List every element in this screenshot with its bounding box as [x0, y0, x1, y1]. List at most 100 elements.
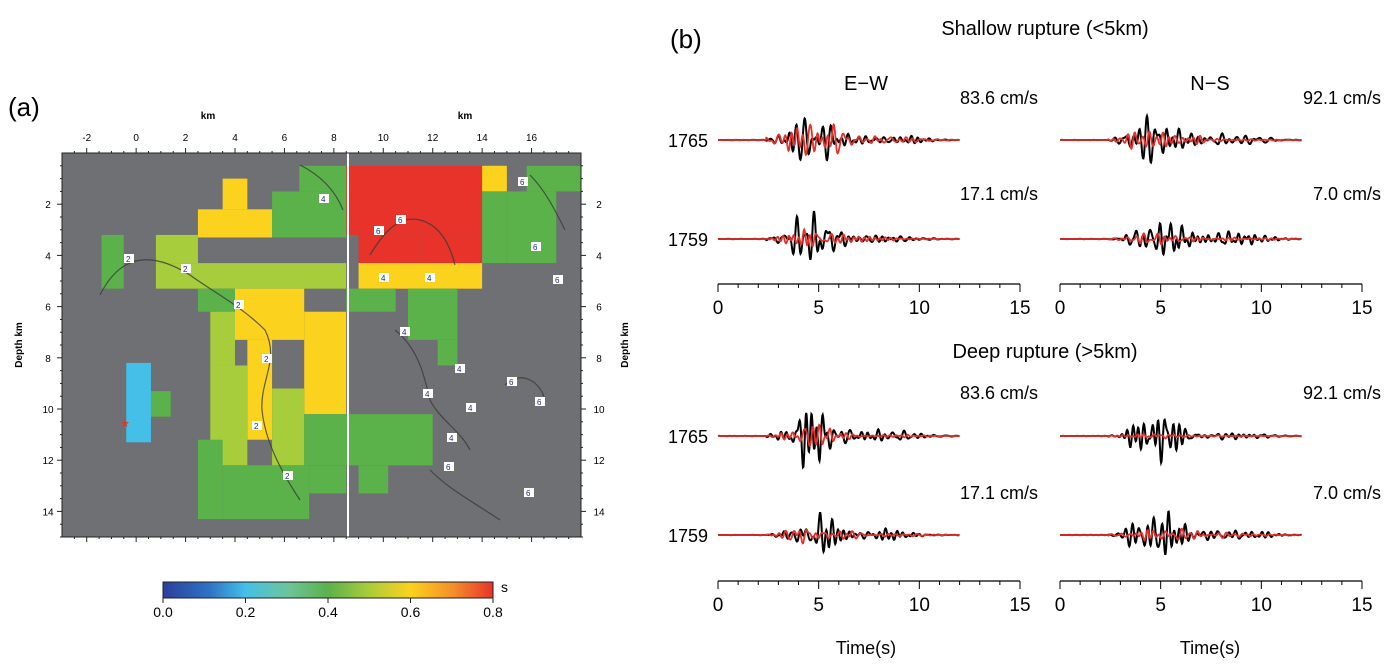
- svg-text:2: 2: [285, 472, 290, 481]
- y-tick-label-right: 10: [593, 405, 605, 416]
- colorbar-ticks: 0.0 0.2 0.4 0.6 0.8: [153, 598, 503, 620]
- svg-text:2: 2: [236, 301, 241, 310]
- waveforms: [717, 112, 1302, 555]
- synthetic-trace: [1060, 232, 1302, 246]
- y-axis-label-right: Depth km: [620, 322, 631, 368]
- heatmap-cell: [197, 288, 235, 312]
- heatmap-cell: [222, 178, 248, 210]
- heatmap-cell: [346, 288, 396, 312]
- svg-text:4: 4: [321, 195, 326, 204]
- heatmap-cell: [420, 234, 483, 264]
- station-1759-deep: 1759: [668, 526, 708, 546]
- y-tick-label-left: 2: [45, 200, 51, 211]
- y-tick-label-left: 8: [45, 354, 51, 365]
- x-tick-label: 2: [183, 133, 189, 144]
- x-tick-label: 6: [282, 133, 288, 144]
- heatmap-cell: [346, 414, 433, 466]
- colorbar-tick-label: 0.0: [153, 604, 173, 620]
- heatmap-cell: [197, 209, 273, 238]
- heatmap-cell: [235, 288, 305, 340]
- heatmap-cell: [358, 263, 483, 289]
- svg-text:2: 2: [126, 255, 131, 264]
- heatmap-cell: [272, 388, 305, 466]
- time-tick-label: 0: [1055, 595, 1066, 616]
- y-tick-label-left: 12: [42, 456, 54, 467]
- svg-text:4: 4: [381, 274, 386, 283]
- time-axes: 0 5 10 15 0 5 10 15 0 5 10 15 0 5 10 15: [713, 283, 1373, 616]
- heatmap-cell: [408, 288, 458, 340]
- svg-text:4: 4: [402, 328, 407, 337]
- column-ew: E−W: [844, 73, 888, 95]
- panel-a-ticks: -2 0 2 4 6 8 10 12 14 16 2 2 4 4 6 6 8 8 10 10 12 12 14 14: [42, 133, 605, 542]
- synthetic-trace: [718, 423, 960, 448]
- heatmap-cell: [126, 362, 151, 443]
- synthetic-trace: [1060, 527, 1302, 542]
- heatmap-cell: [272, 191, 347, 238]
- svg-text:6: 6: [533, 243, 538, 252]
- svg-text:2: 2: [254, 422, 259, 431]
- x-tick-label: 8: [331, 133, 337, 144]
- y-tick-label-left: 6: [45, 303, 51, 314]
- colorbar-tick-label: 0.2: [236, 604, 256, 620]
- heatmap-cell: [304, 414, 347, 466]
- shallow-title: Shallow rupture (<5km): [941, 18, 1148, 40]
- svg-text:6: 6: [446, 463, 451, 472]
- time-tick-label: 0: [713, 298, 724, 319]
- heatmap-cells: [101, 165, 581, 520]
- heatmap-cell: [197, 493, 223, 520]
- y-tick-label-right: 14: [593, 507, 605, 518]
- time-tick-label: 5: [813, 298, 824, 319]
- heatmap-cell: [358, 465, 389, 494]
- contour-lines: [99, 164, 566, 521]
- colorbar-unit: s: [501, 579, 508, 595]
- y-tick-label-right: 6: [596, 303, 602, 314]
- time-tick-label: 10: [1251, 595, 1272, 616]
- colorbar-tick-label: 0.8: [483, 604, 503, 620]
- heatmap-cell: [309, 465, 347, 494]
- deep-title: Deep rupture (>5km): [952, 341, 1137, 363]
- time-tick-label: 5: [1155, 298, 1166, 319]
- y-tick-label-left: 4: [45, 251, 51, 262]
- heatmap-cell: [101, 234, 124, 289]
- time-label-ns: Time(s): [1180, 638, 1240, 658]
- synthetic-trace: [718, 227, 960, 248]
- observed-trace: [717, 210, 960, 260]
- colorbar-tick-label: 0.4: [318, 604, 338, 620]
- heatmap-cell: [321, 165, 347, 192]
- heatmap-cell: [197, 439, 223, 494]
- y-tick-label-right: 4: [596, 251, 602, 262]
- observed-trace: [1060, 417, 1302, 467]
- svg-text:2: 2: [264, 355, 269, 364]
- svg-text:4: 4: [427, 274, 432, 283]
- svg-text:6: 6: [520, 178, 525, 187]
- heatmap-cell: [346, 165, 483, 235]
- heatmap-cell: [437, 339, 458, 366]
- x-tick-label: 14: [477, 133, 489, 144]
- svg-text:6: 6: [376, 227, 381, 236]
- heatmap-cell: [299, 165, 322, 192]
- y-axis-label-left: Depth km: [14, 322, 25, 368]
- y-tick-label-right: 12: [593, 456, 605, 467]
- heatmap-cell: [210, 311, 235, 366]
- svg-text:6: 6: [398, 216, 403, 225]
- x-axis-label-right: km: [458, 111, 473, 122]
- svg-text:4: 4: [457, 365, 462, 374]
- amp-ew-1765-deep: 83.6 cm/s: [960, 383, 1038, 403]
- colorbar-tick-label: 0.6: [401, 604, 421, 620]
- amp-ew-1765-shallow: 83.6 cm/s: [960, 88, 1038, 108]
- x-tick-label: 4: [232, 133, 238, 144]
- svg-text:6: 6: [526, 489, 531, 498]
- x-axis-label-left: km: [201, 111, 216, 122]
- svg-text:6: 6: [509, 378, 514, 387]
- time-tick-label: 10: [909, 595, 930, 616]
- colorbar: [162, 581, 494, 599]
- heatmap-cell: [222, 465, 310, 520]
- heatmap-cell: [526, 165, 581, 192]
- observed-trace: [717, 411, 960, 470]
- panel-a-label: (a): [8, 92, 40, 122]
- hypocenter-star-icon: ★: [120, 417, 130, 430]
- svg-text:4: 4: [468, 404, 473, 413]
- svg-text:6: 6: [537, 398, 542, 407]
- time-tick-label: 10: [1251, 298, 1272, 319]
